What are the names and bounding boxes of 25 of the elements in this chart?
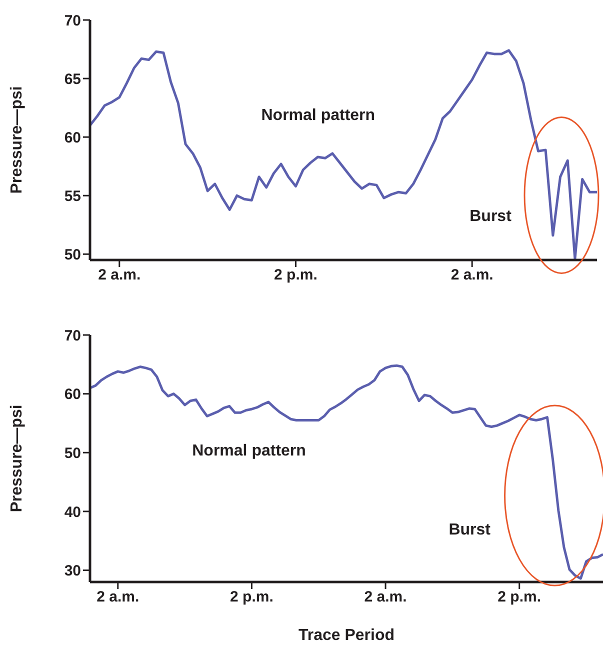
x-tick-label: 2 a.m. <box>96 588 140 606</box>
annotation: Normal pattern <box>192 442 306 460</box>
x-tick-label: 2 p.m. <box>274 266 318 284</box>
y-axis-title: Pressure—psi <box>8 86 26 194</box>
x-tick-label: 2 p.m. <box>498 588 542 606</box>
x-tick-label: 2 p.m. <box>230 588 274 606</box>
y-tick-label: 60 <box>64 129 81 146</box>
line-series <box>90 364 603 580</box>
y-tick-label: 70 <box>64 327 81 344</box>
y-tick-label: 55 <box>64 188 81 205</box>
x-tick-label: 2 a.m. <box>450 266 494 284</box>
x-tick-label: 2 a.m. <box>98 266 141 284</box>
y-tick-label: 50 <box>64 444 81 462</box>
x-tick-label: 2 a.m. <box>364 588 407 606</box>
y-axis-title: Pressure—psi <box>8 404 26 512</box>
y-tick-label: 60 <box>64 386 81 404</box>
y-tick-label: 65 <box>64 70 81 88</box>
y-tick-label: 70 <box>64 12 81 30</box>
y-tick-label: 50 <box>64 246 81 264</box>
annotation: Burst <box>448 521 492 538</box>
y-tick-label: 30 <box>64 562 81 580</box>
annotation: Normal pattern <box>261 107 376 124</box>
y-tick-label: 40 <box>64 504 81 521</box>
x-axis-title: Trace Period <box>298 627 395 644</box>
annotation: Burst <box>470 208 512 226</box>
